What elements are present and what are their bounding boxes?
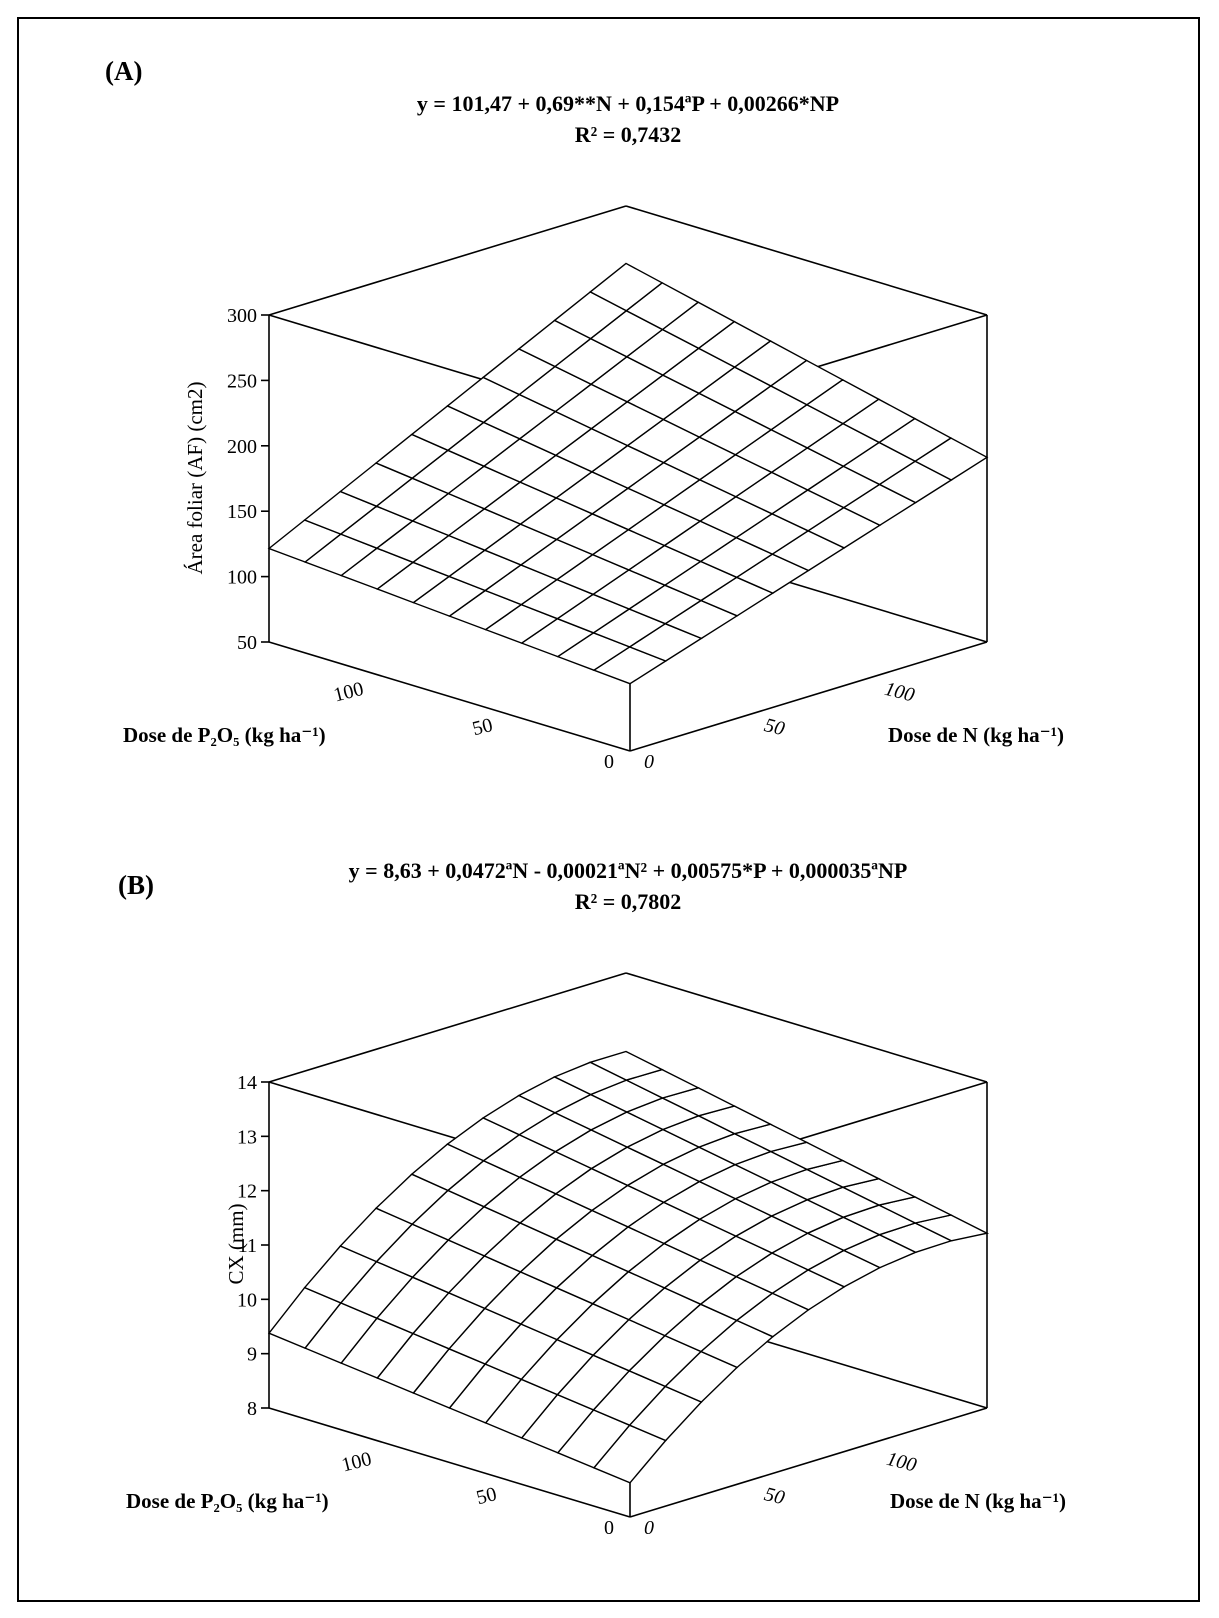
z-tick-label: 100: [227, 567, 257, 589]
p-tick-label: 0: [604, 751, 614, 773]
n-tick-label: 100: [882, 678, 916, 707]
surface-cell: [588, 1050, 665, 1081]
panel-b-label: (B): [118, 870, 154, 900]
floor-edge-p: [268, 1407, 631, 1518]
floor-edge-n: [629, 1407, 988, 1518]
floor-edge-p: [268, 641, 631, 752]
panel-a-n-axis-label: Dose de N (kg ha⁻¹): [888, 723, 1064, 747]
panel-a-surface: [267, 262, 989, 685]
top-edge-back-left: [268, 972, 627, 1083]
p-tick-label: 100: [339, 1448, 373, 1477]
z-tick-label: 250: [227, 370, 257, 392]
z-tick-label: 13: [237, 1126, 257, 1148]
top-edge-back-right: [625, 205, 988, 316]
z-tick-label: 8: [247, 1398, 257, 1420]
z-tick-label: 10: [237, 1289, 257, 1311]
z-tick-label: 11: [238, 1235, 257, 1257]
n-tick-label: 50: [762, 1483, 787, 1509]
n-tick-label: 0: [644, 751, 654, 773]
panel-b-p-axis-label: Dose de P₂O₅ (kg ha⁻¹): [126, 1489, 329, 1513]
z-tick-label: 12: [237, 1181, 257, 1203]
panel-b-equation: y = 8,63 + 0,0472ªN - 0,00021ªN² + 0,005…: [349, 858, 908, 883]
panel-b-surface: [267, 1050, 990, 1484]
top-edge-back-right: [625, 972, 988, 1083]
p-tick-label: 50: [470, 714, 495, 740]
panel-b-n-axis-label: Dose de N (kg ha⁻¹): [890, 1489, 1066, 1513]
panel-b-r2: R² = 0,7802: [575, 889, 682, 914]
n-tick-label: 100: [884, 1448, 918, 1477]
z-tick-label: 50: [237, 632, 257, 654]
z-tick-label: 14: [237, 1072, 257, 1094]
panel-a-r2: R² = 0,7432: [575, 122, 682, 147]
panel-a-p-axis-label: Dose de P₂O₅ (kg ha⁻¹): [123, 723, 326, 747]
z-tick-label: 9: [247, 1344, 257, 1366]
panel-b: (B) y = 8,63 + 0,0472ªN - 0,00021ªN² + 0…: [118, 858, 1066, 1539]
p-tick-label: 100: [331, 678, 365, 707]
z-tick-label: 300: [227, 305, 257, 327]
z-tick-label: 150: [227, 501, 257, 523]
z-tick-label: 200: [227, 436, 257, 458]
panel-a-equation: y = 101,47 + 0,69**N + 0,154ªP + 0,00266…: [417, 91, 839, 116]
floor-edge-n: [629, 641, 988, 752]
panel-a-z-axis-label: Área foliar (AF) (cm2): [183, 381, 207, 574]
n-tick-label: 0: [644, 1517, 654, 1539]
n-tick-label: 50: [762, 714, 787, 740]
panel-a: (A) y = 101,47 + 0,69**N + 0,154ªP + 0,0…: [105, 56, 1064, 773]
top-edge-back-left: [268, 205, 627, 316]
panel-a-label: (A): [105, 56, 142, 86]
surface-cell: [589, 262, 664, 312]
panel-b-z-axis-label: CX (mm): [224, 1203, 248, 1284]
p-tick-label: 50: [474, 1483, 499, 1509]
p-tick-label: 0: [604, 1517, 614, 1539]
